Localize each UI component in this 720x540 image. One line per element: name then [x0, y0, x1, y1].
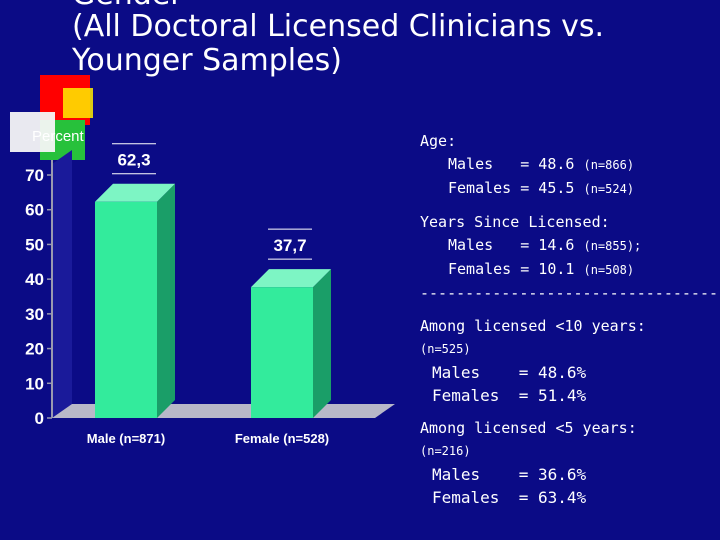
lt10-n: (n=525)	[420, 342, 471, 356]
divider: -----------------------------------	[420, 284, 720, 302]
y-tick-label: 10	[25, 374, 44, 393]
age-males-value: = 48.6	[520, 155, 575, 173]
category-label: Female (n=528)	[235, 431, 329, 446]
years-males-n: (n=855);	[583, 239, 642, 253]
age-females-row: Females = 45.5 (n=524)	[420, 177, 715, 201]
bar-2	[251, 269, 331, 418]
y-tick-label: 40	[25, 270, 44, 289]
years-females-label: Females	[448, 260, 512, 278]
bar-top	[95, 183, 175, 202]
age-males-row: Males = 48.6 (n=866)	[420, 153, 715, 177]
decor-white-square	[10, 112, 55, 152]
bar-top	[251, 269, 331, 288]
lt10-females: Females = 51.4%	[432, 386, 587, 405]
y-tick-label: 30	[25, 305, 44, 324]
y-axis-ticks: 0 10 20 30 40 50 60 70	[25, 166, 52, 428]
slide-title: (All Doctoral Licensed Clinicians vs. Yo…	[72, 9, 605, 78]
years-females-n: (n=508)	[583, 263, 635, 277]
y-tick-label: 50	[25, 235, 44, 254]
age-females-value: = 45.5	[520, 179, 575, 197]
chart-back-wall	[52, 150, 72, 418]
bar-side	[157, 183, 175, 418]
lt10-males: Males = 48.6%	[432, 363, 587, 382]
age-males-n: (n=866)	[583, 158, 635, 172]
years-males-row: Males = 14.6 (n=855);	[420, 234, 715, 258]
y-tick-label: 0	[35, 409, 44, 428]
decor-yellow-square	[63, 88, 93, 118]
y-tick-label: 70	[25, 166, 44, 185]
lt5-heading: Among licensed <5 years:	[420, 419, 637, 437]
y-tick-label: 60	[25, 201, 44, 220]
age-heading: Age:	[420, 132, 457, 150]
bar-side	[313, 269, 331, 418]
data-label: 37,7	[273, 236, 306, 255]
y-axis-label: Percent	[32, 128, 84, 145]
age-females-label: Females	[448, 179, 512, 197]
years-females-row: Females = 10.1 (n=508)	[420, 258, 715, 282]
title-cut-line: Gender	[72, 0, 183, 12]
category-label: Male (n=871)	[87, 431, 165, 446]
bar-1	[95, 183, 175, 418]
data-labels: 62,3 37,7	[112, 143, 312, 260]
years-males-label: Males	[448, 236, 494, 254]
years-females-value: = 10.1	[520, 260, 575, 278]
lt5-males: Males = 36.6%	[432, 465, 587, 484]
years-males-value: = 14.6	[520, 236, 575, 254]
lt10-heading: Among licensed <10 years:	[420, 317, 646, 335]
category-labels: Male (n=871) Female (n=528)	[87, 431, 329, 446]
data-label: 62,3	[117, 151, 150, 170]
bar-front	[95, 201, 157, 418]
bars	[95, 183, 331, 418]
bar-front	[251, 287, 313, 418]
age-males-label: Males	[448, 155, 494, 173]
age-females-n: (n=524)	[583, 182, 635, 196]
lt5-n: (n=216)	[420, 444, 471, 458]
years-heading: Years Since Licensed:	[420, 213, 610, 231]
y-tick-label: 20	[25, 340, 44, 359]
stats-panel: Age: Males = 48.6 (n=866) Females = 45.5…	[420, 130, 720, 509]
lt5-females: Females = 63.4%	[432, 488, 587, 507]
